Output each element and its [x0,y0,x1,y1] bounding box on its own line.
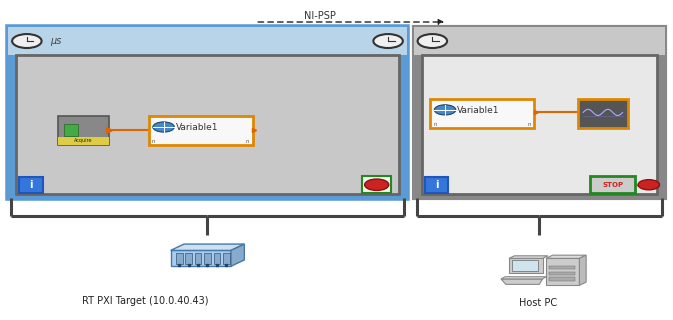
Text: Acquire: Acquire [74,138,93,143]
FancyBboxPatch shape [414,27,665,55]
Polygon shape [171,251,231,266]
Text: i: i [30,180,33,190]
FancyBboxPatch shape [549,277,575,281]
Polygon shape [171,244,244,251]
Text: i: i [435,180,438,190]
Text: NI-PSP: NI-PSP [304,11,336,21]
FancyBboxPatch shape [213,253,220,264]
FancyBboxPatch shape [64,124,79,136]
Text: n: n [151,139,155,144]
FancyBboxPatch shape [549,266,575,269]
FancyBboxPatch shape [421,55,657,194]
Circle shape [434,105,456,115]
FancyBboxPatch shape [362,177,392,193]
FancyBboxPatch shape [578,99,628,128]
Circle shape [374,34,403,48]
Text: µs: µs [50,36,61,46]
Polygon shape [579,255,586,285]
FancyBboxPatch shape [8,27,407,55]
FancyBboxPatch shape [430,99,534,128]
FancyBboxPatch shape [149,116,253,145]
FancyBboxPatch shape [194,253,201,264]
FancyBboxPatch shape [8,27,407,198]
FancyBboxPatch shape [512,260,538,271]
Circle shape [153,122,174,132]
Text: n: n [246,139,250,144]
Polygon shape [546,255,586,258]
FancyBboxPatch shape [185,253,192,264]
Text: Variable1: Variable1 [457,106,499,115]
Text: n: n [433,122,437,127]
Polygon shape [501,279,542,284]
Circle shape [12,34,42,48]
Text: STOP: STOP [602,182,623,188]
FancyBboxPatch shape [425,178,448,193]
FancyBboxPatch shape [590,177,635,193]
FancyBboxPatch shape [414,27,665,198]
FancyBboxPatch shape [59,137,108,145]
FancyBboxPatch shape [204,253,211,264]
Circle shape [638,180,660,190]
Polygon shape [509,258,542,273]
FancyBboxPatch shape [16,55,399,194]
Polygon shape [546,258,579,285]
Text: Variable1: Variable1 [176,123,218,132]
Polygon shape [501,277,546,279]
Circle shape [418,34,447,48]
Polygon shape [231,244,244,266]
Text: RT PXI Target (10.0.40.43): RT PXI Target (10.0.40.43) [82,296,209,306]
Polygon shape [509,256,548,258]
FancyBboxPatch shape [176,253,182,264]
FancyBboxPatch shape [223,253,229,264]
FancyBboxPatch shape [59,116,108,145]
Text: Host PC: Host PC [518,298,557,308]
Circle shape [365,179,389,190]
FancyBboxPatch shape [20,178,43,193]
FancyBboxPatch shape [549,272,575,275]
Text: n: n [528,122,531,127]
